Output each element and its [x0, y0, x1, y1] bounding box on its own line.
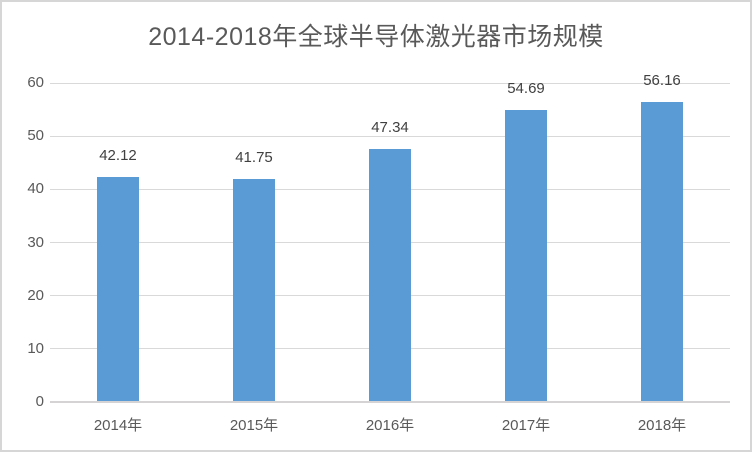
x-tick-label-2018年: 2018年: [637, 417, 687, 434]
bar-2016年: [369, 149, 411, 401]
y-tick-label-50: 50: [27, 127, 44, 145]
y-tick-label-40: 40: [27, 180, 44, 198]
data-label-2018年: 56.16: [643, 72, 681, 90]
bar-2018年: [641, 102, 683, 401]
y-tick-label-30: 30: [27, 233, 44, 251]
data-label-2015年: 41.75: [235, 149, 273, 167]
y-tick-label-0: 0: [35, 393, 44, 410]
gridline-50: [50, 135, 730, 137]
y-tick-label-20: 20: [27, 286, 44, 304]
x-tick-label-2017年: 2017年: [501, 417, 551, 434]
chart-title: 2014-2018年全球半导体激光器市场规模: [148, 23, 604, 51]
plot-area: 42.12 41.75 47.34 54.69 56.16: [50, 72, 730, 403]
y-tick-label-10: 10: [27, 339, 44, 357]
x-tick-label-2016年: 2016年: [365, 417, 415, 434]
gridline-60: [50, 82, 730, 84]
y-tick-label-60: 60: [27, 74, 44, 91]
bar-2014年: [97, 177, 139, 401]
data-label-2016年: 47.34: [371, 119, 409, 137]
x-axis-line: [50, 401, 730, 403]
bar-2017年: [505, 110, 547, 401]
x-tick-label-2014年: 2014年: [93, 417, 143, 434]
x-tick-label-2015年: 2015年: [229, 417, 279, 434]
data-label-2017年: 54.69: [507, 80, 545, 98]
data-label-2014年: 42.12: [99, 147, 137, 165]
bar-2015年: [233, 179, 275, 401]
